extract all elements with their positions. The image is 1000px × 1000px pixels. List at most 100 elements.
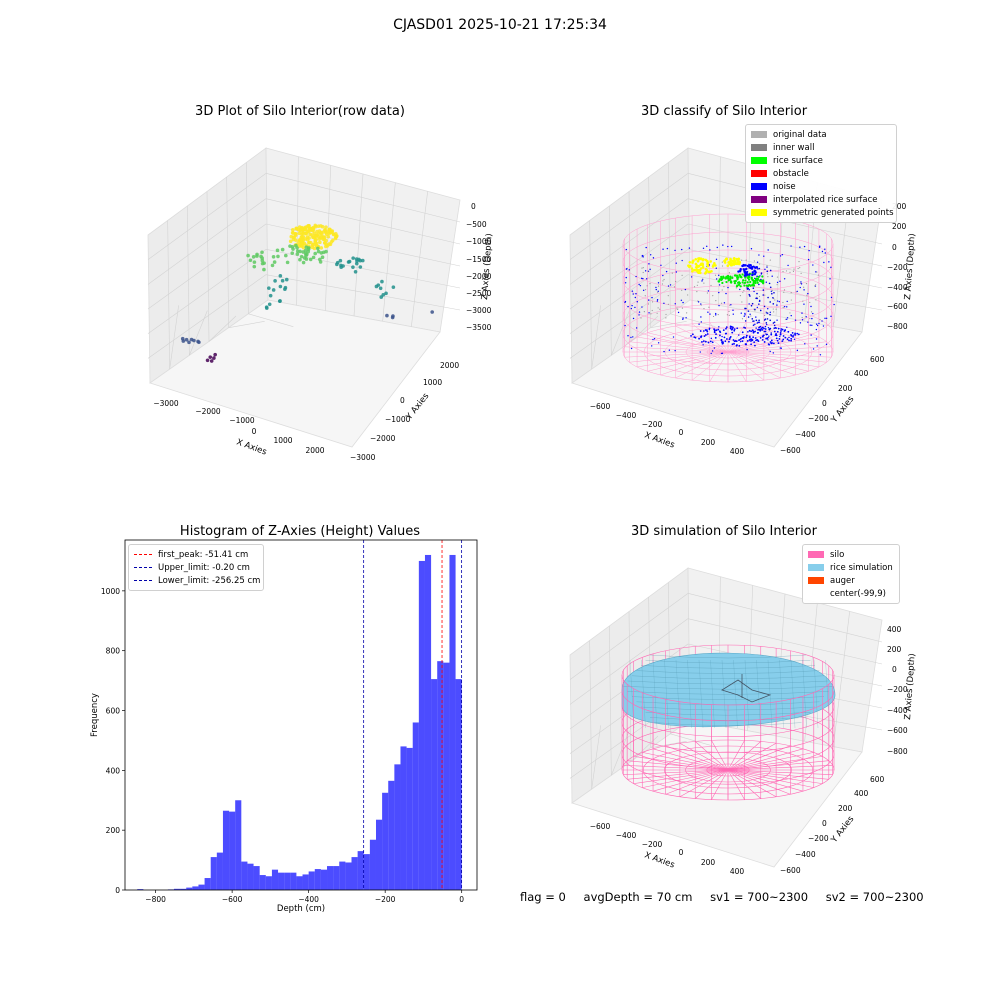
legend-label: silo (830, 549, 845, 560)
grid-line (630, 735, 659, 762)
original-point (799, 282, 802, 285)
noise-point (756, 261, 759, 263)
rice-surface-point (726, 277, 729, 280)
simulation-x-tick: 200 (701, 858, 716, 867)
simulation-x-ticks: −600 −400 −200 0 200 400 (590, 822, 745, 876)
raw-point (301, 234, 306, 239)
rice-surface-point (744, 279, 747, 282)
symmetric-point (699, 257, 703, 260)
noise-point (748, 303, 750, 305)
raw-point (430, 310, 434, 314)
histogram-x-tick: −400 (298, 895, 319, 904)
silo-floor-spoke (727, 325, 781, 353)
original-point (710, 284, 712, 287)
noise-point (797, 333, 800, 336)
raw-point (301, 250, 306, 254)
noise-point (757, 268, 759, 270)
histogram-bar (216, 852, 223, 890)
silo-ring (621, 674, 835, 706)
noise-point (767, 326, 770, 329)
noise-point (709, 249, 711, 251)
noise-point (819, 354, 822, 356)
classify-z-tick: 200 (892, 222, 907, 231)
silo-floor-spoke (727, 346, 832, 353)
legend-swatch (751, 131, 767, 138)
simulation-x-tick: 0 (679, 848, 684, 857)
classify-z-label: Z Axies (Depth) (903, 233, 918, 300)
raw-point (267, 286, 271, 290)
noise-point (652, 257, 655, 259)
histogram-bar (357, 851, 364, 890)
raw-point (312, 231, 317, 236)
noise-point (775, 327, 777, 330)
raw-point (295, 249, 300, 253)
original-point (799, 267, 801, 269)
simulation-y-tick: 200 (838, 804, 853, 813)
noise-point (772, 322, 775, 324)
histogram-bar (210, 857, 217, 890)
legend-line (134, 554, 152, 555)
raw-point (310, 243, 315, 247)
noise-point (799, 322, 802, 324)
raw-point (384, 291, 388, 296)
noise-point (730, 304, 732, 306)
noise-point (625, 276, 627, 279)
silo-floor-spoke (660, 351, 729, 376)
noise-point (765, 333, 768, 336)
noise-point (821, 250, 824, 253)
silo-floor-spoke (660, 328, 729, 353)
silo-floor-spoke (691, 323, 729, 353)
legend-label: interpolated rice surface (773, 194, 878, 205)
status-footer: flag = 0 avgDepth = 70 cm sv1 = 700~2300… (520, 890, 938, 904)
rice-surface-point (718, 280, 721, 283)
original-point (697, 281, 699, 283)
simulation-y-tick: −200 (808, 834, 829, 843)
histogram-bar (137, 889, 144, 890)
noise-point (751, 302, 754, 305)
noise-point (786, 326, 788, 329)
rice-surface-point (744, 276, 747, 279)
raw-point (354, 257, 359, 261)
grid-line (833, 611, 850, 747)
raw-point (318, 257, 322, 262)
original-point (656, 312, 658, 314)
noise-point (635, 275, 637, 278)
original-point (801, 316, 803, 319)
symmetric-point (699, 267, 703, 270)
raw-point (209, 359, 214, 363)
silo-floor-spoke (727, 745, 791, 771)
noise-point (703, 335, 706, 338)
grid-line (147, 223, 267, 310)
original-point (771, 290, 773, 292)
original-point (728, 310, 730, 313)
noise-point (767, 339, 769, 341)
original-point (759, 263, 761, 265)
surface-mesh-line (636, 670, 820, 674)
noise-point (713, 347, 716, 349)
surface-mesh-line (652, 659, 658, 729)
surface-mesh-line (744, 659, 750, 729)
noise-point (790, 245, 792, 247)
histogram-bar (235, 800, 242, 890)
legend-item: noise (751, 180, 891, 193)
grid-line (670, 313, 716, 327)
symmetric-point (696, 259, 700, 263)
noise-point (748, 289, 751, 291)
noise-point (749, 313, 751, 315)
noise-point (699, 351, 701, 353)
original-point (766, 273, 768, 275)
noise-point (674, 249, 676, 252)
raw-x-tick: −2000 (195, 407, 221, 416)
original-point (741, 318, 744, 320)
noise-point (786, 318, 788, 321)
raw-point (311, 255, 316, 260)
histogram-bar (296, 876, 303, 890)
noise-point (698, 323, 700, 325)
noise-point (776, 339, 779, 342)
noise-point (745, 336, 748, 339)
histogram-x-tick: −800 (145, 895, 166, 904)
histogram-bar (204, 878, 211, 890)
rice-surface-point (730, 281, 733, 284)
noise-point (786, 306, 788, 308)
